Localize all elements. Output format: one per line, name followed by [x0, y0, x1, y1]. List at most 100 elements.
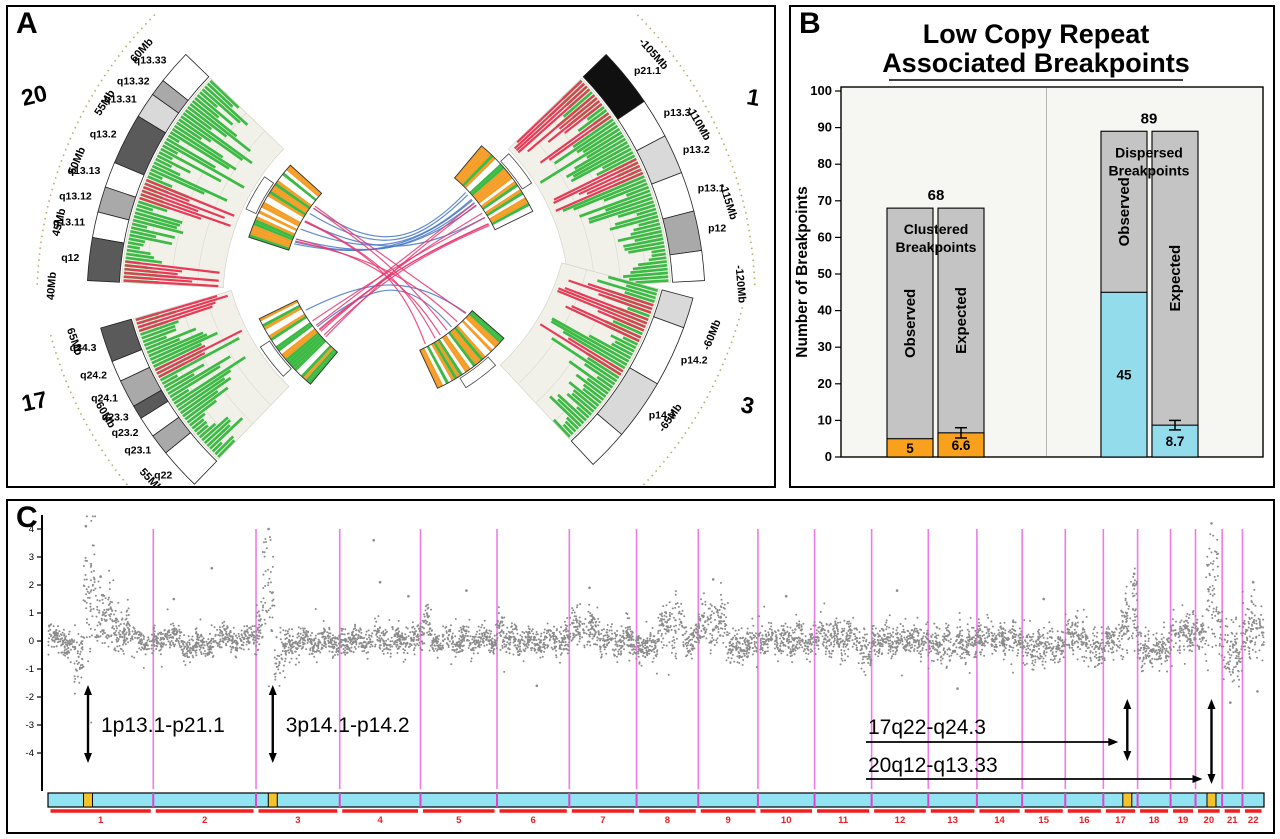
histogram-track-3: [539, 275, 659, 438]
chromosome-number-5: 5: [456, 815, 462, 826]
bar-value-label: 5: [906, 441, 914, 456]
band-label-17-q22: q22: [154, 470, 172, 482]
region-marker-chr1: [83, 792, 94, 808]
y-tick-label: 4: [29, 524, 34, 535]
band-label-3-p14.1: p14.1: [649, 410, 676, 422]
chromosome-number-20: 20: [1204, 815, 1215, 826]
cytoband-ring-17: q24.3 q24.2 q24.1 q23.3 q23.2 q23.1 q22: [70, 318, 218, 485]
band-label-20-q12: q12: [61, 252, 79, 264]
cytoband-ring-3: p14.2 p14.1: [570, 289, 708, 466]
mb-label: -60Mb: [701, 318, 724, 352]
y-tick-label: 10: [818, 412, 832, 427]
band-label-17-q23.3: q23.3: [102, 411, 129, 423]
annotation-1: 1p13.1-p21.1: [84, 685, 225, 763]
chromosome-number-1: 1: [98, 815, 104, 826]
chromosome-number-1: 1: [745, 83, 762, 111]
panel-a-circos: A q13.33 q13.32 q13.31 q13.2 q13.13 q13.12 q13…: [6, 5, 776, 488]
annotation-label: 17q22-q24.3: [868, 716, 986, 739]
chromosome-number-13: 13: [947, 815, 958, 826]
chromosome-number-2: 2: [202, 815, 207, 826]
histogram-track-1: [513, 79, 669, 284]
annotation-20: 20q12-q13.33: [866, 699, 1216, 784]
band-label-17-q24.2: q24.2: [80, 369, 107, 381]
band-label-20-q13.32: q13.32: [117, 75, 150, 87]
band-label-20-q13.31: q13.31: [104, 94, 137, 106]
y-tick-label: 20: [818, 376, 832, 391]
group-label-line2: Breakpoints: [896, 239, 977, 255]
annotation-label: 1p13.1-p21.1: [101, 714, 225, 737]
mb-label: -115Mb: [717, 182, 740, 221]
circos-chromosome-17: q24.3q24.2q24.1q23.3q23.2q23.1q2265Mb60M…: [19, 290, 339, 486]
bar-name-rotated: Observed: [902, 289, 919, 358]
chromosome-number-19: 19: [1178, 815, 1189, 826]
histogram-track-17: [135, 294, 246, 458]
band-label-20-q13.2: q13.2: [90, 128, 117, 140]
band-label-20-q13.11: q13.11: [53, 217, 85, 229]
y-tick-label: 1: [29, 608, 34, 619]
y-tick-label: 50: [818, 266, 832, 281]
chromosome-number-17: 17: [19, 386, 49, 417]
panel-c-genome-scatter: C -4 -3 -2 -1 0 1 2 3 4 1 2 3 4 5 6 7 8 9 10 11 12 13 14 15 16 17…: [6, 499, 1275, 834]
annotation-label: 20q12-q13.33: [868, 754, 998, 777]
region-marker-chr17: [1122, 792, 1133, 808]
circos-plot: q13.33 q13.32 q13.31 q13.2 q13.13 q13.12 q13.1…: [19, 14, 762, 486]
chromosome-number-14: 14: [994, 815, 1005, 826]
bar-group-clustered: Observed 5 Expected 6.6 68 Clustered Breakpoin…: [886, 187, 985, 458]
chromosome-number-22: 22: [1248, 815, 1259, 826]
annotation-label: 3p14.1-p14.2: [286, 714, 410, 737]
y-tick-label: 60: [818, 229, 832, 244]
band-label-17-q23.1: q23.1: [124, 445, 151, 457]
chromosome-number-18: 18: [1149, 815, 1160, 826]
chromosome-number-3: 3: [295, 815, 300, 826]
mb-label: 40Mb: [45, 271, 59, 300]
annotation-17: 17q22-q24.3: [866, 699, 1132, 761]
ideogram-bar: 1 2 3 4 5 6 7 8 9 10 11 12 13 14 15 16 17 18 19 20 21 22: [47, 792, 1265, 826]
panel-b-label: B: [799, 7, 821, 40]
chromosome-number-6: 6: [531, 815, 536, 826]
band-label-17-q24.3: q24.3: [70, 342, 97, 354]
breakpoint-stripe-block-20: [245, 164, 323, 251]
panel-b-barchart: B Low Copy Repeat Associated Breakpoints 0…: [789, 5, 1275, 488]
y-tick-label: 3: [29, 552, 34, 563]
cytoband-ring-20: q13.33 q13.32 q13.31 q13.2 q13.13 q13.12 q13.1…: [53, 53, 210, 283]
panel-c-label: C: [16, 501, 38, 534]
y-tick-label: -4: [26, 748, 34, 759]
band-label-3-p14.2: p14.2: [681, 355, 708, 367]
chromosome-number-10: 10: [781, 815, 792, 826]
y-tick-label: 80: [818, 156, 832, 171]
band-label-17-q23.2: q23.2: [112, 427, 139, 439]
chart-title-line1: Low Copy Repeat: [923, 19, 1150, 49]
mb-label: -120Mb: [733, 265, 748, 304]
chromosome-number-9: 9: [725, 815, 730, 826]
region-marker-chr3: [267, 792, 278, 808]
group-label-line1: Clustered: [904, 221, 969, 237]
bar-value-label: 8.7: [1166, 434, 1185, 449]
y-tick-label: 90: [818, 120, 832, 135]
chromosome-number-4: 4: [377, 815, 383, 826]
bar-name-rotated: Expected: [953, 287, 970, 354]
band-label-1-p13.3: p13.3: [664, 107, 691, 119]
band-label-20-q13.33: q13.33: [134, 55, 167, 67]
region-marker-chr20: [1206, 792, 1217, 808]
bar-value-label: 45: [1116, 368, 1132, 383]
y-tick-label: 0: [825, 449, 832, 464]
band-label-1-p21.1: p21.1: [634, 65, 661, 77]
chart-title-line2: Associated Breakpoints: [882, 48, 1190, 78]
chromosome-number-17: 17: [1115, 815, 1126, 826]
breakpoint-stripe-block-17: [258, 299, 339, 385]
chromosome-number-20: 20: [19, 80, 50, 111]
scatter-points: [47, 515, 1265, 724]
breakpoint-stripe-block-1: [453, 145, 534, 231]
y-tick-label: 40: [818, 303, 832, 318]
band-label-1-p13.2: p13.2: [683, 144, 710, 156]
annotation-3: 3p14.1-p14.2: [268, 685, 410, 763]
chromosome-number-16: 16: [1079, 815, 1090, 826]
annotations: 1p13.1-p21.1 3p14.1-p14.2 17q22-q24.3 20q12…: [84, 685, 1216, 784]
group-label-line2: Breakpoints: [1109, 162, 1190, 178]
chromosome-number-21: 21: [1227, 815, 1238, 826]
chromosome-number-11: 11: [838, 815, 849, 826]
y-tick-label: -2: [26, 692, 34, 703]
bar-name-rotated: Expected: [1167, 245, 1184, 312]
